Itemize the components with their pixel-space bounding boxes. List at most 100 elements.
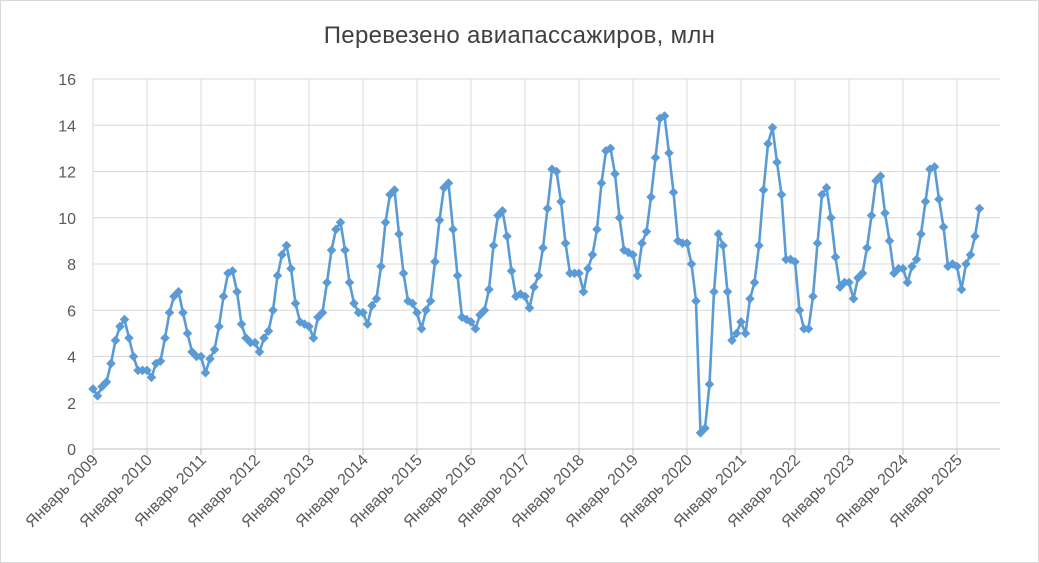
data-series bbox=[88, 111, 985, 438]
data-point-marker bbox=[821, 182, 832, 193]
data-point-marker bbox=[502, 231, 512, 242]
data-point-marker bbox=[776, 189, 787, 200]
data-point-marker bbox=[529, 282, 539, 292]
data-point-marker bbox=[155, 356, 166, 366]
data-point-marker bbox=[898, 263, 908, 274]
data-point-marker bbox=[808, 291, 818, 302]
data-point-marker bbox=[871, 175, 881, 186]
data-point-marker bbox=[254, 347, 265, 357]
data-point-marker bbox=[101, 377, 112, 387]
data-point-marker bbox=[209, 344, 220, 355]
data-point-marker bbox=[704, 379, 715, 390]
data-point-marker bbox=[718, 240, 728, 251]
data-point-marker bbox=[961, 259, 971, 269]
data-point-marker bbox=[731, 328, 742, 339]
data-point-marker bbox=[263, 326, 274, 336]
data-point-marker bbox=[506, 266, 517, 276]
data-point-marker bbox=[700, 423, 710, 433]
y-tick-label: 0 bbox=[67, 442, 76, 459]
data-point-marker bbox=[610, 169, 620, 179]
data-point-marker bbox=[218, 291, 229, 302]
data-point-marker bbox=[470, 323, 481, 334]
data-point-marker bbox=[632, 270, 643, 281]
data-point-marker bbox=[376, 261, 386, 272]
data-point-marker bbox=[371, 293, 382, 304]
data-point-marker bbox=[115, 321, 125, 332]
data-point-marker bbox=[97, 381, 107, 392]
data-point-marker bbox=[344, 277, 355, 288]
data-point-marker bbox=[907, 261, 917, 272]
data-point-marker bbox=[479, 305, 490, 316]
data-point-marker bbox=[857, 268, 868, 279]
data-point-marker bbox=[938, 222, 949, 232]
data-point-marker bbox=[106, 358, 116, 369]
data-point-marker bbox=[475, 310, 485, 320]
data-point-marker bbox=[722, 286, 733, 297]
data-point-marker bbox=[448, 224, 458, 235]
data-point-marker bbox=[380, 217, 391, 228]
data-point-marker bbox=[443, 178, 454, 188]
y-tick-label: 2 bbox=[67, 396, 76, 413]
data-point-marker bbox=[452, 270, 463, 281]
data-point-marker bbox=[389, 185, 400, 195]
data-point-marker bbox=[146, 372, 157, 383]
data-point-marker bbox=[794, 305, 805, 316]
data-point-marker bbox=[295, 317, 305, 327]
data-point-marker bbox=[272, 270, 283, 281]
data-point-marker bbox=[484, 284, 494, 295]
data-point-marker bbox=[317, 307, 328, 318]
data-point-marker bbox=[290, 298, 301, 309]
data-point-marker bbox=[281, 240, 292, 251]
data-point-marker bbox=[803, 323, 814, 334]
data-point-marker bbox=[182, 328, 193, 339]
data-point-marker bbox=[754, 240, 764, 251]
data-point-marker bbox=[178, 307, 188, 318]
y-tick-label: 10 bbox=[58, 211, 76, 228]
data-point-marker bbox=[196, 351, 206, 362]
data-point-marker bbox=[916, 229, 926, 239]
data-point-marker bbox=[398, 268, 409, 279]
data-point-marker bbox=[425, 296, 436, 306]
data-point-marker bbox=[902, 277, 913, 288]
data-point-marker bbox=[664, 148, 674, 158]
data-point-marker bbox=[187, 347, 197, 357]
data-point-marker bbox=[952, 261, 962, 272]
data-point-marker bbox=[920, 196, 931, 207]
data-point-marker bbox=[767, 122, 778, 133]
data-point-marker bbox=[736, 317, 746, 327]
data-point-marker bbox=[88, 384, 98, 394]
y-tick-label: 12 bbox=[58, 165, 76, 182]
data-point-marker bbox=[623, 247, 634, 258]
data-point-marker bbox=[772, 157, 782, 168]
data-point-marker bbox=[214, 321, 224, 332]
data-point-marker bbox=[848, 293, 859, 304]
data-point-marker bbox=[326, 245, 337, 255]
data-point-marker bbox=[866, 210, 877, 221]
data-point-marker bbox=[875, 171, 886, 181]
data-point-marker bbox=[691, 296, 701, 306]
data-point-marker bbox=[524, 303, 535, 313]
data-point-marker bbox=[533, 270, 544, 281]
data-point-marker bbox=[686, 259, 697, 269]
data-point-marker bbox=[844, 277, 854, 288]
data-point-marker bbox=[335, 217, 346, 228]
data-point-marker bbox=[362, 319, 373, 329]
data-point-marker bbox=[488, 240, 499, 251]
data-point-marker bbox=[889, 268, 899, 279]
data-point-marker bbox=[412, 307, 422, 318]
data-point-marker bbox=[605, 143, 616, 154]
data-point-marker bbox=[560, 238, 571, 248]
y-tick-label: 6 bbox=[67, 303, 76, 320]
data-point-marker bbox=[763, 138, 773, 149]
data-point-marker bbox=[817, 189, 827, 200]
data-point-marker bbox=[110, 335, 121, 346]
data-point-marker bbox=[853, 273, 863, 283]
data-point-marker bbox=[259, 333, 269, 343]
series-line bbox=[91, 114, 981, 435]
data-point-marker bbox=[367, 300, 377, 311]
data-point-marker bbox=[659, 111, 670, 121]
data-point-marker bbox=[340, 245, 350, 255]
data-point-marker bbox=[331, 224, 341, 235]
y-tick-label: 16 bbox=[58, 72, 76, 89]
data-point-marker bbox=[286, 263, 296, 274]
